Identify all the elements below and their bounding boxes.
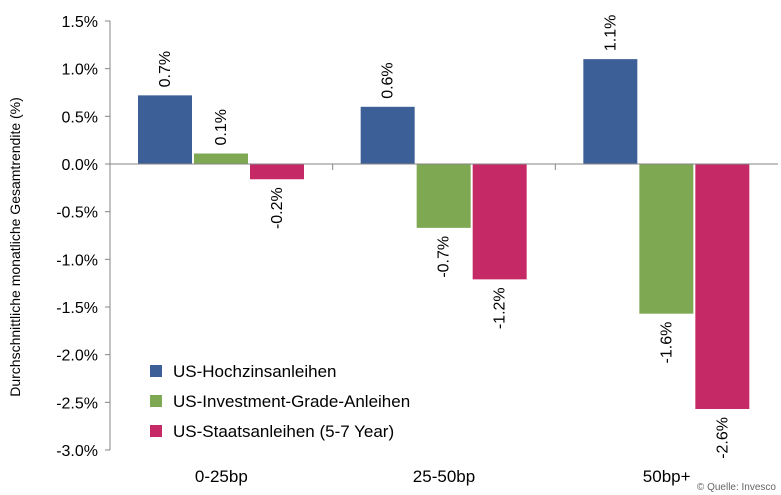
y-tick-label: -0.5% xyxy=(56,205,98,222)
y-tick-label: 0.5% xyxy=(62,109,98,126)
legend-swatch xyxy=(150,425,162,437)
bar xyxy=(583,59,638,165)
bar xyxy=(194,153,248,164)
legend-label: US-Staatsanleihen (5-7 Year) xyxy=(173,422,394,441)
y-tick-label: -1.5% xyxy=(56,300,98,317)
y-axis-label: Durchschnittliche monatliche Gesamtrendi… xyxy=(7,97,23,397)
plot-area: 1.5% 1.0% 0.5% 0.0% -0.5% -1.0% -1.5% -2.0% -2.5… xyxy=(56,14,778,486)
x-category-label: 0-25bp xyxy=(195,467,248,486)
bar xyxy=(416,164,471,228)
source-note: © Quelle: Invesco xyxy=(697,482,777,493)
legend: US-Hochzinsanleihen US-Investment-Grade-A… xyxy=(150,362,410,441)
data-label: 0.7% xyxy=(157,51,174,87)
legend-label: US-Hochzinsanleihen xyxy=(173,362,336,381)
data-label: 1.1% xyxy=(602,15,619,51)
bar xyxy=(250,164,304,180)
y-tick-label: -2.5% xyxy=(56,395,98,412)
data-label: -1.6% xyxy=(658,322,675,364)
bar xyxy=(360,106,415,164)
data-label: 0.6% xyxy=(380,62,397,98)
bar xyxy=(695,164,750,410)
y-tick-label: -3.0% xyxy=(56,443,98,460)
legend-label: US-Investment-Grade-Anleihen xyxy=(173,392,410,411)
legend-swatch xyxy=(150,365,162,377)
data-label: -1.2% xyxy=(492,287,509,329)
y-tick-label: 1.5% xyxy=(62,14,98,31)
data-label: -0.7% xyxy=(436,236,453,278)
data-label: -0.2% xyxy=(269,187,286,229)
bar xyxy=(138,95,192,164)
x-category-label: 25-50bp xyxy=(413,467,475,486)
data-label: 0.1% xyxy=(213,109,230,145)
bar xyxy=(639,164,694,314)
y-tick-label: 0.0% xyxy=(62,157,98,174)
y-tick-label: -1.0% xyxy=(56,252,98,269)
y-tick-label: -2.0% xyxy=(56,348,98,365)
legend-swatch xyxy=(150,395,162,407)
data-label: -2.6% xyxy=(714,417,731,459)
y-tick-label: 1.0% xyxy=(62,62,98,79)
bar xyxy=(472,164,527,280)
x-category-label: 50bp+ xyxy=(643,467,691,486)
